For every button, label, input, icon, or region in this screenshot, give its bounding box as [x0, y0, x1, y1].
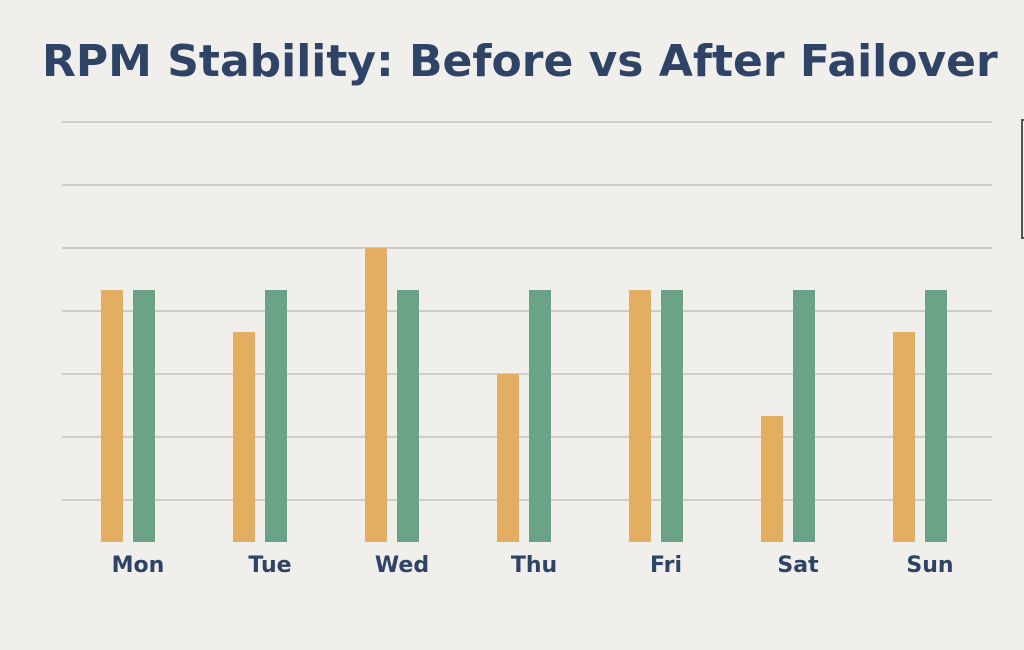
bar: [233, 332, 255, 542]
x-tick-label: Wed: [375, 553, 429, 578]
chart-title: RPM Stability: Before vs After Failover: [42, 36, 998, 87]
bar: [925, 290, 947, 542]
x-tick-label: Thu: [511, 553, 557, 578]
x-tick-label: Fri: [650, 553, 682, 578]
x-tick-label: Sat: [777, 553, 819, 578]
bar: [529, 290, 551, 542]
bar: [629, 290, 651, 542]
bar: [893, 332, 915, 542]
legend-box: [1021, 119, 1024, 239]
bar: [497, 374, 519, 542]
x-tick-label: Mon: [112, 553, 165, 578]
bar: [101, 290, 123, 542]
bar: [661, 290, 683, 542]
bar: [793, 290, 815, 542]
x-tick-label: Sun: [906, 553, 953, 578]
bar: [133, 290, 155, 542]
bar: [761, 416, 783, 542]
bar: [365, 248, 387, 542]
x-tick-label: Tue: [248, 553, 291, 578]
bar: [397, 290, 419, 542]
bar: [265, 290, 287, 542]
